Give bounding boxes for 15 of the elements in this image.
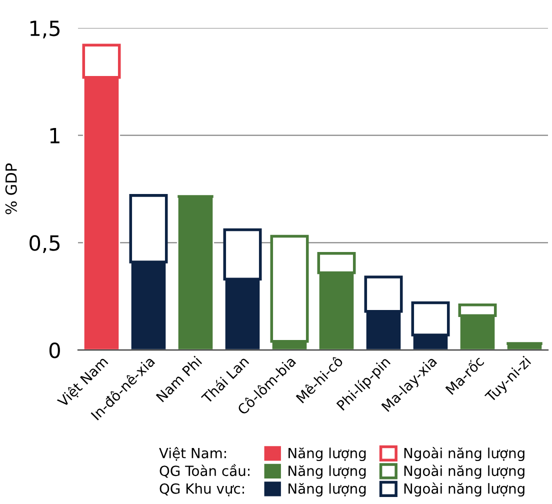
bar — [176, 196, 214, 350]
y-tick-label: 0 — [49, 342, 60, 358]
legend-label: Ngoài năng lượng — [404, 464, 524, 479]
text: Việt Nam: — [159, 447, 226, 461]
text: QG Khu vực: — [160, 483, 244, 496]
legend-label: Năng lượng — [288, 465, 366, 479]
legend-label: Năng lượng — [288, 483, 366, 497]
legend-label: Ngoài năng lượng — [404, 447, 524, 462]
legend-label: Năng lượng — [288, 448, 366, 462]
text: QG Toàn cầu: — [160, 464, 250, 478]
y-tick-label: 1,5 — [30, 20, 60, 38]
y-tick-label: 1 — [50, 128, 60, 144]
y-tick-label: 0,5 — [30, 235, 60, 254]
y-axis-title: % GDP — [5, 163, 17, 214]
legend-label: Ngoài năng lượng — [404, 482, 524, 497]
